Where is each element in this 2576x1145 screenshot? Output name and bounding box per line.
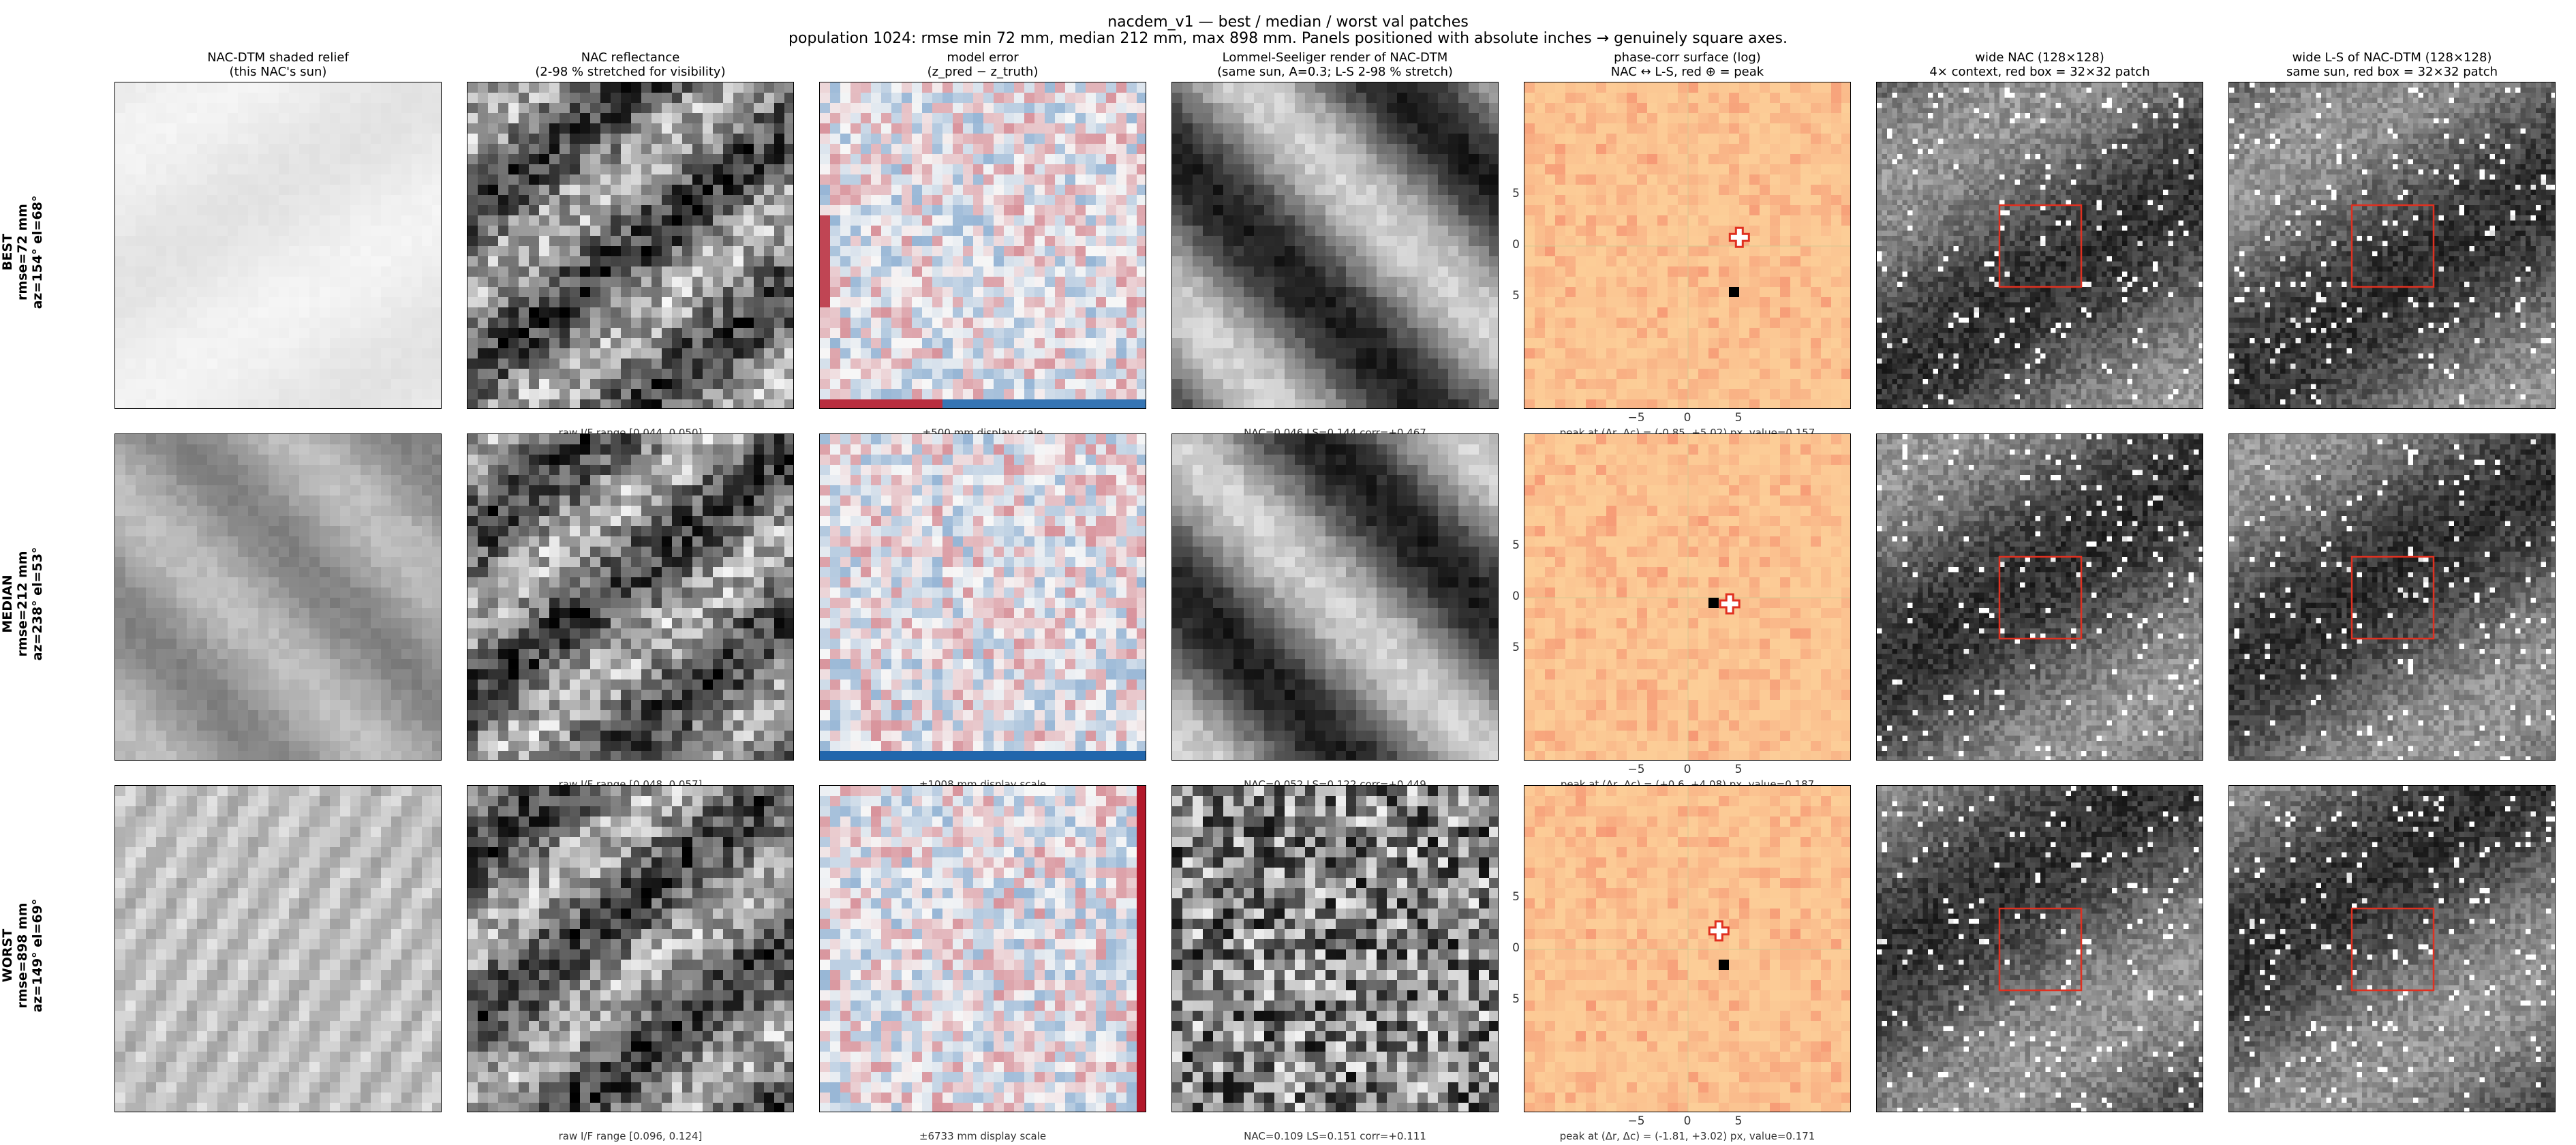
x-tick-label: 0 (1674, 1115, 1701, 1127)
panel-best-nac (467, 82, 794, 409)
col-title-ls: Lommel-Seeliger render of NAC-DTM (same s… (1171, 50, 1499, 79)
y-tick-label: 5 (1492, 290, 1520, 302)
panel-median-relief (114, 433, 442, 761)
x-tick-label: 5 (1725, 412, 1752, 424)
context-box (1998, 555, 2083, 640)
panel-best-error (819, 82, 1146, 409)
panel-worst-ls (1171, 785, 1499, 1112)
caption-worst-phasecorr: peak at (Δr, Δc) = (-1.81, +3.02) px, va… (1524, 1130, 1851, 1142)
panel-median-phasecorr (1524, 433, 1851, 761)
y-tick-label: 0 (1492, 590, 1520, 602)
context-box (1998, 907, 2083, 992)
x-tick-label: −5 (1623, 763, 1650, 776)
panel-worst-error (819, 785, 1146, 1112)
panel-median-wide-nac (1876, 433, 2203, 761)
panel-worst-nac (467, 785, 794, 1112)
figure-subtitle: population 1024: rmse min 72 mm, median … (0, 30, 2576, 48)
caption-worst-ls: NAC=0.109 LS=0.151 corr=+0.111 (1171, 1130, 1499, 1142)
caption-worst-error: ±6733 mm display scale (819, 1130, 1146, 1142)
context-box (2350, 555, 2435, 640)
row-label-worst: WORST rmse=898 mm az=149° el=69° (0, 778, 61, 1133)
panel-best-phasecorr (1524, 82, 1851, 409)
figure-title: nacdem_v1 — best / median / worst val pa… (0, 14, 2576, 31)
y-tick-label: 0 (1492, 942, 1520, 954)
y-tick-label: 5 (1492, 891, 1520, 903)
col-title-nac: NAC reflectance (2-98 % stretched for vis… (467, 50, 794, 79)
col-title-wide-ls: wide L-S of NAC-DTM (128×128) same sun, r… (2228, 50, 2556, 79)
col-title-relief: NAC-DTM shaded relief (this NAC's sun) (114, 50, 442, 79)
max-cell-marker (1729, 287, 1739, 297)
col-title-phasecorr: phase-corr surface (log) NAC ↔ L-S, red ⊕… (1524, 50, 1851, 79)
x-tick-label: −5 (1623, 1115, 1650, 1127)
row-label-median: MEDIAN rmse=212 mm az=238° el=53° (0, 427, 61, 781)
x-tick-label: 0 (1674, 763, 1701, 776)
peak-marker (1728, 226, 1750, 248)
y-tick-label: 5 (1492, 187, 1520, 200)
y-tick-label: 5 (1492, 539, 1520, 551)
col-title-error: model error (z_pred − z_truth) (819, 50, 1146, 79)
panel-best-ls (1171, 82, 1499, 409)
panel-worst-wide-nac (1876, 785, 2203, 1112)
panel-worst-wide-ls (2228, 785, 2556, 1112)
panel-best-wide-nac (1876, 82, 2203, 409)
col-title-wide-nac: wide NAC (128×128) 4× context, red box = … (1876, 50, 2203, 79)
panel-best-relief (114, 82, 442, 409)
panel-median-wide-ls (2228, 433, 2556, 761)
context-box (1998, 204, 2083, 288)
panel-worst-relief (114, 785, 442, 1112)
context-box (2350, 907, 2435, 992)
panel-median-nac (467, 433, 794, 761)
max-cell-marker (1708, 598, 1719, 608)
x-tick-label: 5 (1725, 763, 1752, 776)
peak-marker (1708, 920, 1730, 942)
panel-median-ls (1171, 433, 1499, 761)
x-tick-label: −5 (1623, 412, 1650, 424)
peak-marker (1719, 593, 1741, 615)
row-label-best: BEST rmse=72 mm az=154° el=68° (0, 75, 61, 429)
x-tick-label: 0 (1674, 412, 1701, 424)
max-cell-marker (1719, 960, 1729, 970)
x-tick-label: 5 (1725, 1115, 1752, 1127)
panel-worst-phasecorr (1524, 785, 1851, 1112)
y-tick-label: 5 (1492, 641, 1520, 654)
y-tick-label: 5 (1492, 993, 1520, 1005)
panel-best-wide-ls (2228, 82, 2556, 409)
caption-worst-nac: raw I/F range [0.096, 0.124] (467, 1130, 794, 1142)
y-tick-label: 0 (1492, 239, 1520, 251)
panel-median-error (819, 433, 1146, 761)
context-box (2350, 204, 2435, 288)
